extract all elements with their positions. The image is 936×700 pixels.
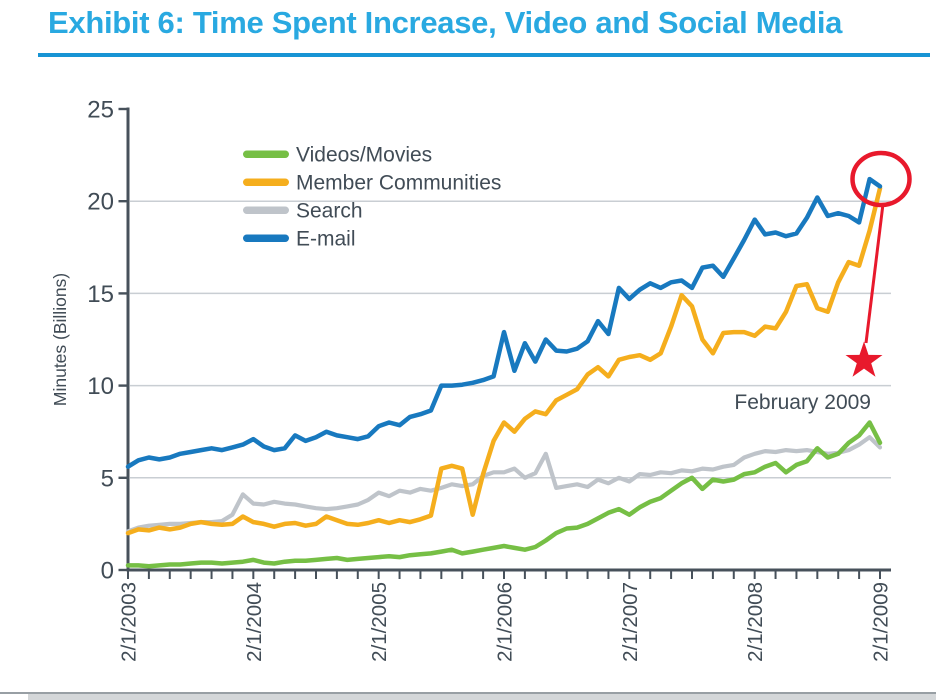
e-mail-legend-swatch	[243, 234, 289, 242]
x-tick-label-2-1-2004: 2/1/2004	[243, 582, 266, 662]
y-tick-label-20: 20	[87, 189, 114, 216]
member-communities-legend-swatch	[243, 178, 289, 186]
x-tick-label-2-1-2003: 2/1/2003	[118, 582, 141, 662]
x-tick-label-2-1-2006: 2/1/2006	[494, 582, 517, 662]
y-axis-label: Minutes (Billions)	[50, 273, 70, 406]
videos-movies-legend-label: Videos/Movies	[296, 144, 432, 167]
x-tick-label-2-1-2007: 2/1/2007	[619, 582, 642, 662]
annotation-label: February 2009	[734, 391, 871, 414]
x-tick-label-2-1-2005: 2/1/2005	[368, 582, 391, 662]
y-tick-label-25: 25	[87, 97, 114, 124]
bottom-scrollbar-track[interactable]	[28, 694, 936, 700]
x-tick-label-2-1-2009: 2/1/2009	[870, 582, 893, 662]
y-tick-label-5: 5	[101, 465, 114, 492]
y-tick-label-15: 15	[87, 281, 114, 308]
annotation-star-icon	[845, 341, 883, 377]
search-legend-swatch	[243, 206, 289, 214]
search-line	[125, 435, 883, 534]
member-communities-legend-label: Member Communities	[296, 172, 501, 195]
e-mail-legend-label: E-mail	[296, 228, 356, 251]
x-tick-label-2-1-2008: 2/1/2008	[744, 582, 767, 662]
legend-item-videos-movies: Videos/Movies	[243, 144, 432, 167]
member-communities-line	[125, 186, 883, 536]
y-tick-label-10: 10	[87, 373, 114, 400]
videos-movies-legend-swatch	[243, 150, 289, 158]
bottom-divider	[0, 692, 936, 694]
annotation-circle	[850, 150, 912, 208]
title-underline	[38, 53, 930, 57]
videos-movies-line	[125, 420, 883, 569]
annotation-connector-line	[864, 203, 885, 344]
exhibit-title: Exhibit 6: Time Spent Increase, Video an…	[48, 5, 843, 40]
search-legend-label: Search	[296, 200, 363, 223]
legend-item-search: Search	[243, 200, 363, 223]
legend-item-member-communities: Member Communities	[243, 172, 501, 195]
y-tick-label-0: 0	[101, 558, 114, 585]
axis-lines	[126, 107, 891, 572]
legend-item-e-mail: E-mail	[243, 228, 356, 251]
e-mail-line	[125, 176, 883, 469]
